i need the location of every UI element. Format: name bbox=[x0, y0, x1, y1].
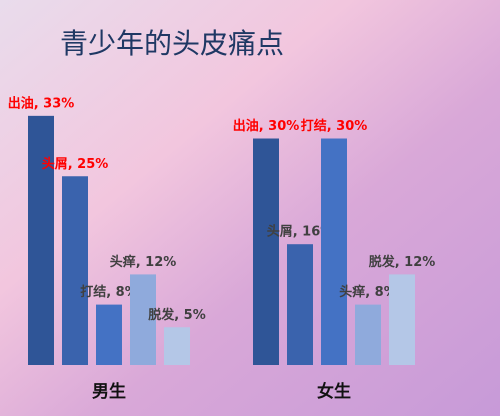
bar bbox=[355, 304, 381, 365]
bar bbox=[164, 327, 190, 365]
value-label: 头屑, 25% bbox=[42, 156, 109, 172]
value-label: 打结, 30% bbox=[301, 118, 368, 134]
value-label: 脱发, 12% bbox=[369, 254, 436, 270]
group-label: 男生 bbox=[92, 381, 126, 402]
value-label: 头痒, 8% bbox=[339, 284, 397, 300]
bar bbox=[62, 176, 88, 365]
value-label: 脱发, 5% bbox=[148, 307, 206, 323]
bar bbox=[253, 138, 279, 365]
bar bbox=[321, 138, 347, 365]
value-label: 打结, 8% bbox=[80, 284, 138, 300]
title: 青少年的头皮痛点 bbox=[60, 27, 284, 60]
value-label: 出油, 33% bbox=[8, 95, 75, 111]
value-label: 头痒, 12% bbox=[110, 254, 177, 270]
value-label: 出油, 30% bbox=[233, 118, 300, 134]
value-label: 头屑, 16% bbox=[267, 224, 334, 240]
bar bbox=[130, 274, 156, 365]
group-label: 女生 bbox=[317, 381, 351, 402]
bar bbox=[287, 244, 313, 365]
bar bbox=[28, 115, 54, 365]
bar bbox=[389, 274, 415, 365]
bar bbox=[96, 304, 122, 365]
